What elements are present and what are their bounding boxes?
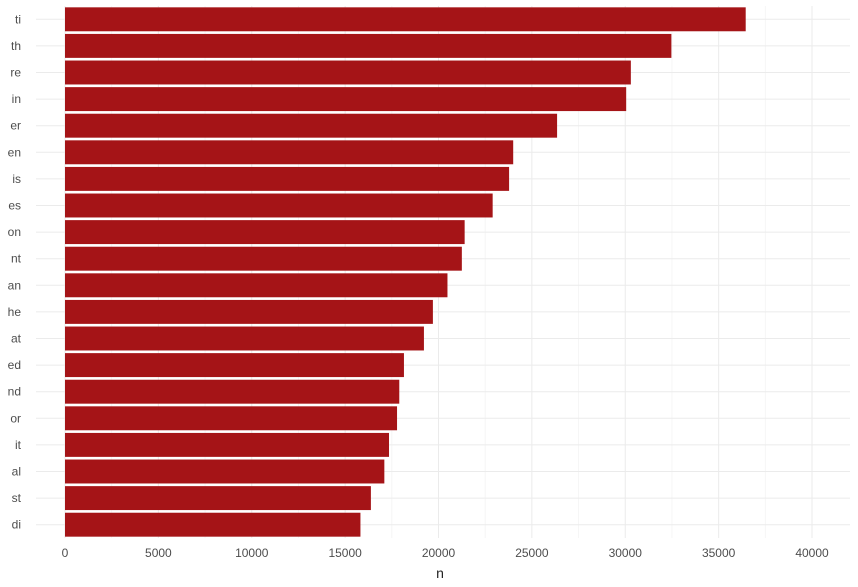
y-tick-label: nd — [8, 385, 21, 399]
bar-he — [65, 299, 433, 324]
bar-en — [65, 140, 514, 165]
bar-at — [65, 326, 424, 351]
bar-re — [65, 60, 631, 85]
bar-th — [65, 33, 672, 58]
bar-ti — [65, 7, 746, 32]
bar-nd — [65, 379, 400, 404]
bar-es — [65, 193, 493, 218]
y-tick-label: en — [8, 145, 21, 159]
x-tick-label: 5000 — [145, 546, 172, 560]
x-tick-label: 0 — [62, 546, 69, 560]
grid-lines — [36, 6, 850, 538]
x-tick-label: 15000 — [328, 546, 362, 560]
bar-er — [65, 113, 558, 138]
y-tick-label: or — [10, 411, 21, 425]
bar-di — [65, 512, 361, 537]
y-tick-label: nt — [11, 252, 22, 266]
y-tick-label: an — [8, 278, 21, 292]
y-tick-label: th — [11, 39, 21, 53]
bar-it — [65, 432, 390, 457]
bar-an — [65, 273, 448, 298]
y-tick-label: ti — [15, 12, 21, 26]
y-tick-label: es — [8, 199, 21, 213]
y-tick-labels: ti th re in er en is es on nt an he at ed nd or it al st di — [8, 12, 22, 531]
y-tick-label: at — [11, 332, 22, 346]
y-tick-label: in — [12, 92, 21, 106]
y-tick-label: on — [8, 225, 21, 239]
y-tick-label: re — [10, 66, 21, 80]
bars — [65, 7, 746, 537]
bar-in — [65, 87, 627, 112]
x-tick-label: 40000 — [795, 546, 829, 560]
bar-ed — [65, 353, 404, 378]
y-tick-label: al — [12, 465, 21, 479]
x-axis-title: n — [436, 565, 444, 581]
x-tick-label: 20000 — [422, 546, 456, 560]
bar-on — [65, 220, 465, 245]
x-tick-label: 10000 — [235, 546, 269, 560]
bar-or — [65, 406, 398, 431]
y-tick-label: it — [15, 438, 22, 452]
y-tick-label: is — [12, 172, 21, 186]
bar-nt — [65, 246, 462, 271]
y-tick-label: di — [12, 518, 21, 532]
y-tick-label: st — [12, 491, 22, 505]
y-tick-label: he — [8, 305, 22, 319]
y-tick-label: er — [10, 119, 21, 133]
x-tick-label: 25000 — [515, 546, 549, 560]
x-tick-label: 30000 — [609, 546, 643, 560]
bar-al — [65, 459, 385, 484]
bar-st — [65, 486, 371, 511]
bar-is — [65, 166, 510, 191]
x-tick-label: 35000 — [702, 546, 736, 560]
y-tick-label: ed — [8, 358, 21, 372]
x-tick-labels: 0 5000 10000 15000 20000 25000 30000 35000 40000 — [62, 546, 829, 560]
